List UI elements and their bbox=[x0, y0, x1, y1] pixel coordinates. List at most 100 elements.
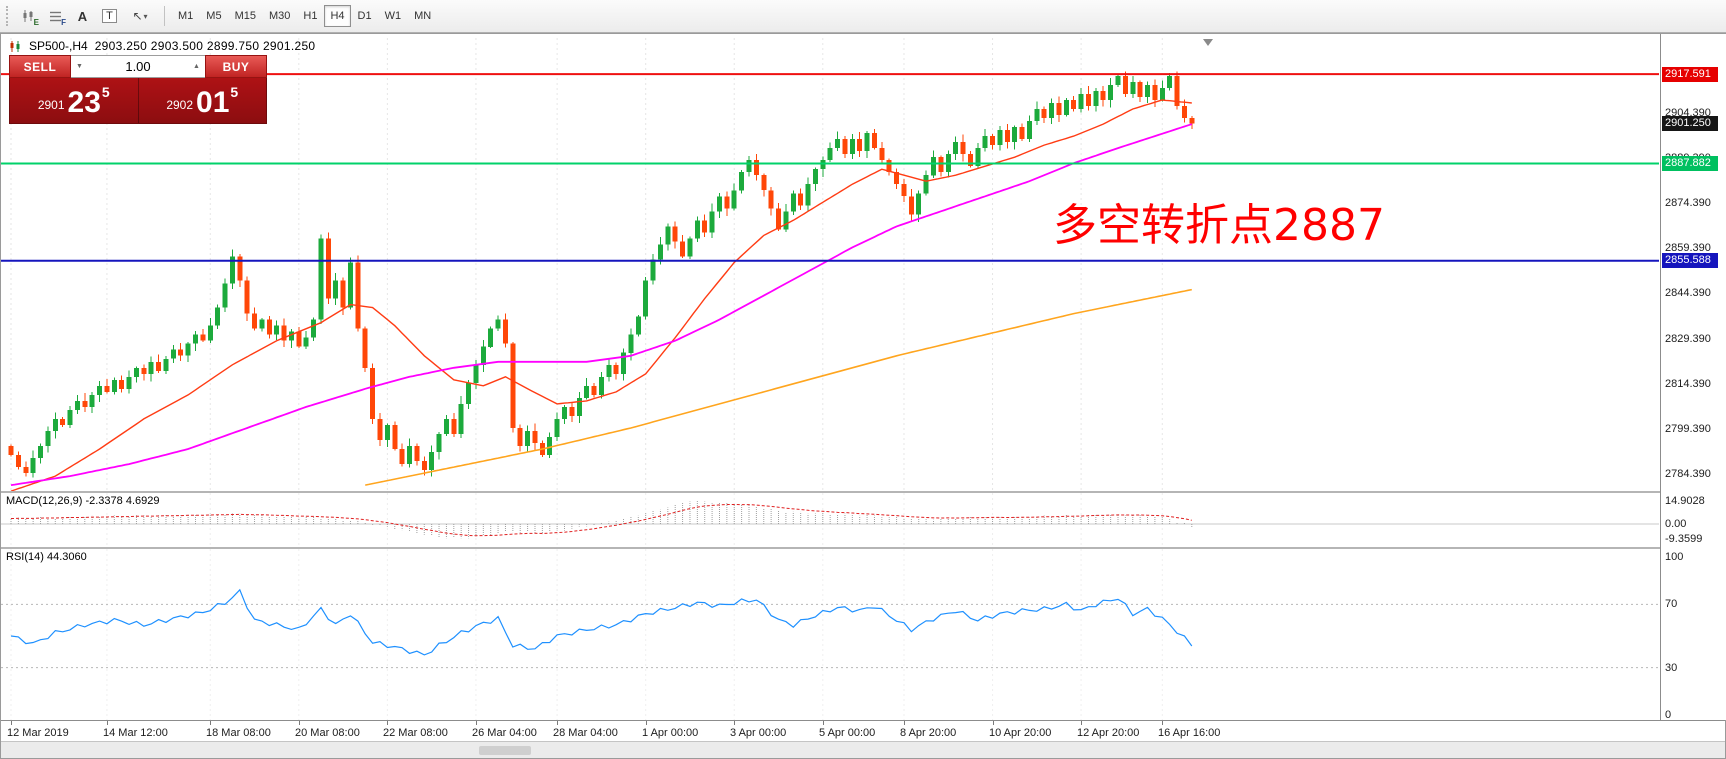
support-line-badge: 2855.588 bbox=[1662, 253, 1718, 268]
experts-letter: E bbox=[33, 18, 39, 27]
rsi-panel-canvas[interactable] bbox=[1, 549, 1659, 720]
cursor-arrow-icon: ↖ bbox=[132, 9, 143, 23]
time-axis[interactable]: 12 Mar 2019 14 Mar 12:00 18 Mar 08:00 20 Ma… bbox=[1, 720, 1725, 741]
ohlc-values: 2903.250 2903.500 2899.750 2901.250 bbox=[94, 39, 316, 53]
time-tick bbox=[210, 721, 211, 725]
toolbar-separator bbox=[164, 6, 165, 26]
candles-icon bbox=[23, 9, 33, 22]
timeframe-button-w1[interactable]: W1 bbox=[384, 10, 402, 22]
time-axis-label: 3 Apr 00:00 bbox=[730, 727, 787, 739]
timeframe-button-d1[interactable]: D1 bbox=[357, 10, 372, 22]
time-axis-label: 5 Apr 00:00 bbox=[819, 727, 876, 739]
panel-splitter-rsi[interactable] bbox=[1, 547, 1725, 549]
text-tool-button[interactable]: T bbox=[96, 4, 123, 28]
bid-price-sup: 5 bbox=[101, 84, 110, 100]
candles-group bbox=[8, 71, 1195, 478]
bottom-strip-item bbox=[479, 746, 531, 755]
ask-price-sup: 5 bbox=[230, 84, 239, 100]
timeframe-button-m30[interactable]: M30 bbox=[268, 10, 291, 22]
timeframe-button-mn[interactable]: MN bbox=[414, 10, 432, 22]
macd-scale-tick: -9.3599 bbox=[1665, 533, 1703, 545]
bottom-strip bbox=[1, 741, 1725, 758]
objects-list-toolbar-button[interactable]: F bbox=[42, 4, 69, 28]
time-axis-label: 22 Mar 08:00 bbox=[383, 727, 448, 739]
rsi-label: RSI(14) 44.3060 bbox=[6, 551, 87, 563]
ask-price-big: 01 bbox=[196, 86, 230, 119]
cursor-tool-button[interactable]: ↖ ▾ bbox=[123, 4, 157, 28]
text-label-icon: A bbox=[77, 8, 88, 24]
ask-price-prefix: 2902 bbox=[166, 98, 194, 112]
rsi-line bbox=[10, 588, 1193, 656]
objects-letter: F bbox=[61, 18, 66, 27]
rsi-scale-tick: 0 bbox=[1665, 709, 1672, 721]
rsi-scale-tick: 100 bbox=[1665, 551, 1684, 563]
buy-button[interactable]: BUY bbox=[205, 55, 267, 78]
time-axis-label: 18 Mar 08:00 bbox=[206, 727, 271, 739]
time-tick bbox=[476, 721, 477, 725]
time-tick bbox=[904, 721, 905, 725]
ma-fast-line bbox=[10, 99, 1192, 491]
timeframe-button-m5[interactable]: M5 bbox=[206, 10, 222, 22]
bid-price-badge: 2901.250 bbox=[1662, 116, 1718, 131]
panel-splitter-macd[interactable] bbox=[1, 491, 1725, 493]
time-tick bbox=[993, 721, 994, 725]
chevron-down-icon: ▾ bbox=[143, 11, 148, 21]
volume-value[interactable]: 1.00 bbox=[125, 59, 151, 74]
text-tool-icon: T bbox=[102, 9, 117, 23]
price-scale-tick: 2874.390 bbox=[1665, 197, 1711, 209]
time-tick bbox=[387, 721, 388, 725]
time-tick bbox=[557, 721, 558, 725]
macd-signal-line bbox=[10, 504, 1192, 537]
toolbar-grip[interactable] bbox=[6, 6, 10, 26]
timeframe-button-m15[interactable]: M15 bbox=[234, 10, 256, 22]
rsi-scale-tick: 70 bbox=[1665, 598, 1678, 610]
timeframe-button-h4[interactable]: H4 bbox=[324, 5, 351, 27]
macd-scale-tick: 14.9028 bbox=[1665, 495, 1705, 507]
macd-label: MACD(12,26,9) -2.3378 4.6929 bbox=[6, 495, 160, 507]
time-axis-label: 16 Apr 16:00 bbox=[1158, 727, 1221, 739]
ask-price-display: 2902 01 5 bbox=[139, 78, 267, 123]
time-tick bbox=[823, 721, 824, 725]
timeframe-button-m1[interactable]: M1 bbox=[178, 10, 194, 22]
time-axis-label: 28 Mar 04:00 bbox=[553, 727, 618, 739]
time-tick bbox=[1162, 721, 1163, 725]
text-label-tool-button[interactable]: A bbox=[69, 4, 96, 28]
macd-scale-tick: 0.00 bbox=[1665, 518, 1687, 530]
price-divider bbox=[137, 78, 139, 123]
timeframes-toolbar: M1 M5 M15 M30 H1 H4 D1 W1 MN bbox=[172, 5, 437, 27]
volume-increase-icon[interactable]: ▲ bbox=[193, 63, 200, 70]
timeframe-button-h1[interactable]: H1 bbox=[303, 10, 318, 22]
bid-price-display: 2901 23 5 bbox=[10, 78, 138, 123]
time-tick bbox=[299, 721, 300, 725]
ma-mid-line bbox=[10, 123, 1193, 486]
one-click-trading-panel: SELL ▼ 1.00 ▲ BUY 2901 23 5 2902 01 bbox=[9, 55, 267, 124]
price-scale-tick: 2829.390 bbox=[1665, 333, 1711, 345]
time-axis-label: 12 Mar 2019 bbox=[7, 727, 69, 739]
bid-price-big: 23 bbox=[67, 86, 101, 119]
chart-annotation: 多空转折点2887 bbox=[1053, 200, 1385, 251]
price-scale-tick: 2814.390 bbox=[1665, 378, 1711, 390]
price-scale-tick: 2784.390 bbox=[1665, 468, 1711, 480]
ma-slow-line bbox=[365, 288, 1192, 486]
macd-panel-canvas[interactable] bbox=[1, 493, 1659, 547]
rsi-scale-tick: 30 bbox=[1665, 662, 1678, 674]
list-lines-icon bbox=[50, 11, 61, 21]
bid-ask-display: 2901 23 5 2902 01 5 bbox=[9, 78, 267, 124]
experts-toolbar-button[interactable]: E bbox=[15, 4, 42, 28]
time-tick bbox=[646, 721, 647, 725]
price-scale-tick: 2859.390 bbox=[1665, 242, 1711, 254]
time-axis-label: 12 Apr 20:00 bbox=[1077, 727, 1140, 739]
sell-button[interactable]: SELL bbox=[9, 55, 71, 78]
volume-input[interactable]: ▼ 1.00 ▲ bbox=[71, 55, 205, 78]
symbol-period-label: SP500-,H4 bbox=[29, 39, 88, 53]
volume-decrease-icon[interactable]: ▼ bbox=[76, 63, 83, 70]
time-axis-label: 26 Mar 04:00 bbox=[472, 727, 537, 739]
time-tick bbox=[107, 721, 108, 725]
chart-symbol-icon bbox=[10, 40, 20, 52]
chart-area[interactable]: SP500-,H4 2903.250 2903.500 2899.750 290… bbox=[0, 33, 1726, 759]
pivot-line-badge: 2887.882 bbox=[1662, 156, 1718, 171]
resistance-line-badge: 2917.591 bbox=[1662, 67, 1718, 82]
time-axis-label: 20 Mar 08:00 bbox=[295, 727, 360, 739]
price-scale[interactable]: 2904.3902889.3902874.3902859.3902844.390… bbox=[1660, 34, 1726, 721]
chart-shift-marker-icon[interactable] bbox=[1203, 39, 1213, 46]
